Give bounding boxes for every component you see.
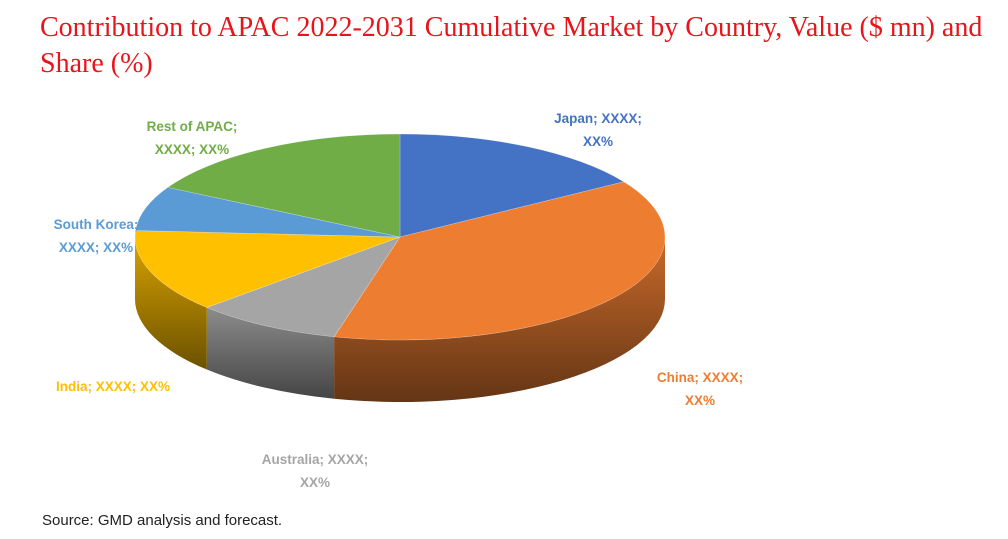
pie-sides — [135, 237, 665, 402]
slice-rest-of-apac — [167, 133, 401, 238]
slice-side-india — [135, 237, 207, 370]
pie-tops — [134, 133, 666, 341]
slice-side-australia — [206, 307, 335, 399]
chart-title: Contribution to APAC 2022-2031 Cumulativ… — [40, 12, 983, 79]
slice-label-india: India; XXXX; XX% — [56, 379, 170, 394]
pie-labels: Japan; XXXX; XX% China; XXXX; XX% Australia;… — [54, 111, 744, 490]
source-note: Source: GMD analysis and forecast. — [42, 512, 283, 529]
slice-side-china — [334, 237, 665, 402]
slice-china — [333, 181, 666, 341]
slice-japan — [399, 133, 625, 238]
slice-label-china: China; XXXX; XX% — [657, 370, 743, 408]
slice-label-japan: Japan; XXXX; XX% — [554, 111, 642, 149]
slice-label-rest-of-apac: Rest of APAC; XXXX; XX% — [147, 119, 238, 157]
slice-label-south-korea: South Korea; XXXX; XX% — [54, 217, 139, 255]
slice-label-australia: Australia; XXXX; XX% — [262, 452, 369, 490]
slice-australia — [205, 236, 401, 338]
slice-south-korea — [135, 187, 401, 238]
slice-india — [134, 230, 401, 308]
